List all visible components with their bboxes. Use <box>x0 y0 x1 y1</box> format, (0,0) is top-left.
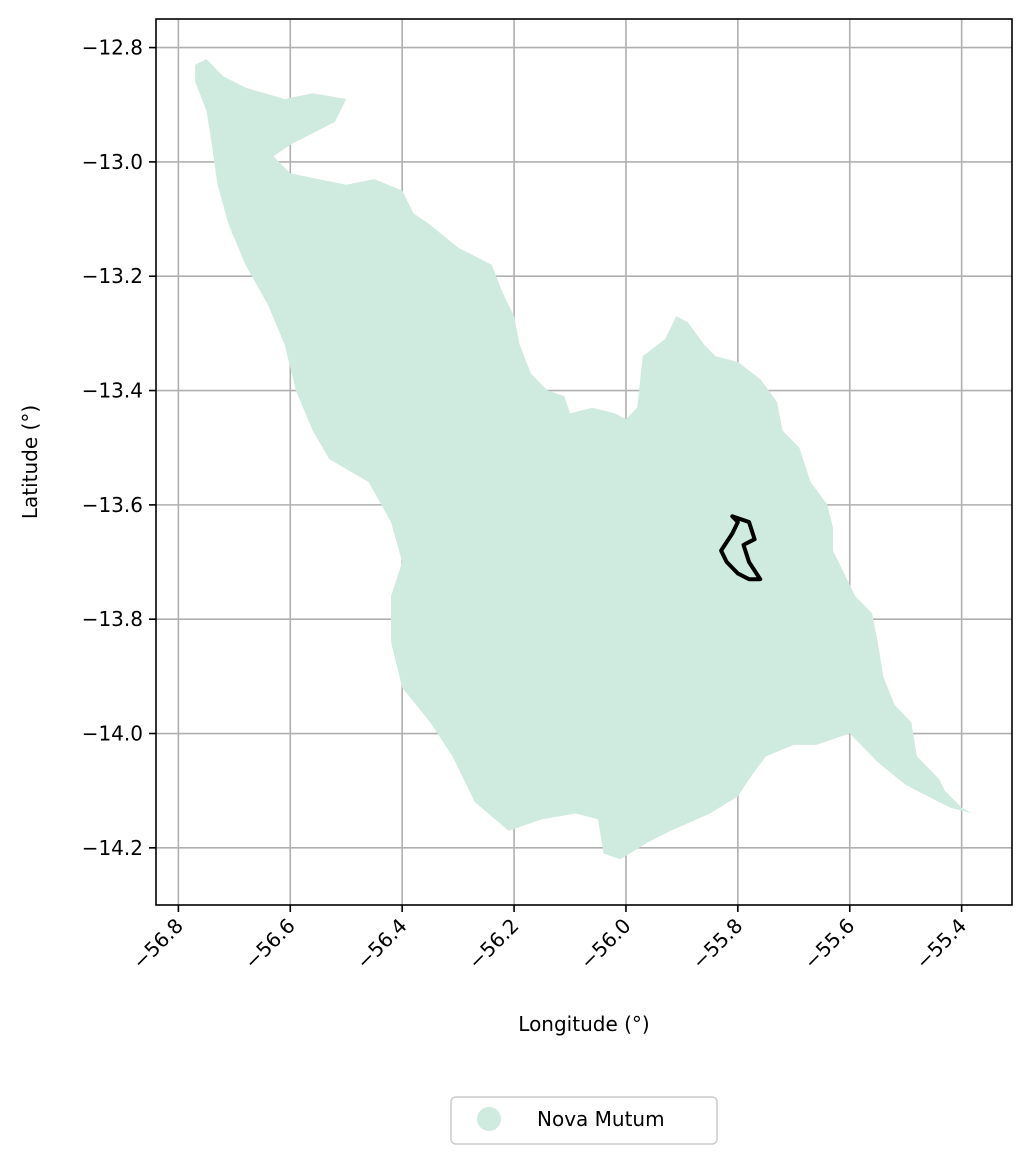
legend: Nova Mutum <box>450 1096 718 1145</box>
x-axis-label: Longitude (°) <box>518 1012 649 1036</box>
y-tick-label: −14.2 <box>82 836 143 860</box>
y-tick-label: −13.8 <box>82 607 143 631</box>
y-axis: −12.8 −13.0 −13.2 −13.4 −13.6 −13.8 −14.0 −14.2 <box>82 36 156 860</box>
highlight-outline <box>719 514 763 582</box>
y-tick-label: −12.8 <box>82 36 143 60</box>
region-nova-mutum <box>195 59 973 860</box>
legend-label: Nova Mutum <box>537 1107 665 1131</box>
y-tick-label: −13.6 <box>82 493 143 517</box>
y-axis-label: Latitude (°) <box>18 405 42 519</box>
y-tick-label: −13.4 <box>82 379 143 403</box>
legend-marker <box>477 1107 501 1131</box>
legend-box <box>450 1096 718 1145</box>
y-tick-label: −13.0 <box>82 150 143 174</box>
y-tick-label: −14.0 <box>82 722 143 746</box>
axes-frame <box>155 18 1013 906</box>
y-tick-label: −13.2 <box>82 264 143 288</box>
